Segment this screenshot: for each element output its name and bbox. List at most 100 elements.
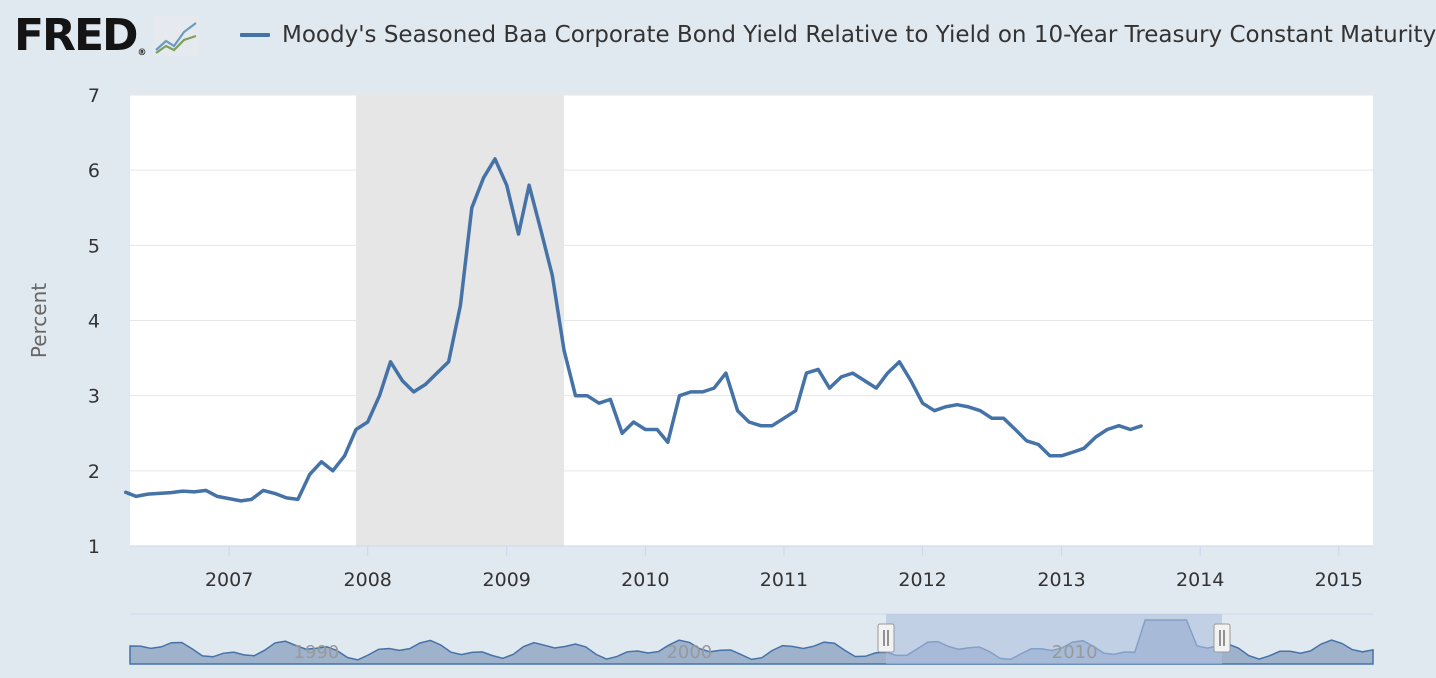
data-point [273, 492, 276, 495]
data-point [378, 394, 381, 397]
data-point [320, 460, 323, 463]
data-point [909, 379, 912, 382]
data-point [1141, 424, 1143, 427]
data-point [632, 421, 635, 423]
data-point [355, 428, 357, 431]
data-point [459, 304, 462, 307]
data-point [748, 421, 750, 423]
data-point [331, 469, 334, 472]
data-point [123, 491, 126, 493]
x-tick-label: 2011 [760, 569, 808, 591]
data-point [1083, 447, 1085, 450]
data-point [551, 274, 554, 277]
data-point [494, 158, 496, 160]
data-point [713, 387, 715, 389]
data-point [1060, 454, 1063, 457]
y-tick-label: 7 [88, 85, 100, 107]
data-point [840, 376, 843, 378]
data-point [979, 409, 982, 412]
data-point [875, 387, 878, 389]
data-point [181, 490, 184, 492]
x-tick-label: 2008 [344, 569, 392, 591]
legend[interactable]: Moody's Seasoned Baa Corporate Bond Yiel… [240, 22, 1436, 48]
data-point [621, 432, 624, 435]
data-point [933, 409, 936, 412]
data-point [898, 360, 901, 363]
data-point [563, 349, 565, 352]
legend-series-label: Moody's Seasoned Baa Corporate Bond Yiel… [282, 22, 1436, 48]
data-point [424, 383, 427, 386]
data-point [193, 491, 196, 493]
fred-line-graph-icon [152, 16, 199, 56]
data-point [158, 492, 161, 495]
data-point [285, 497, 288, 499]
y-tick-label: 2 [88, 461, 100, 483]
legend-swatch [240, 33, 270, 37]
x-tick-label: 2013 [1037, 569, 1085, 591]
x-tick-label: 2009 [483, 569, 531, 591]
data-point [436, 372, 438, 374]
data-point [517, 233, 520, 236]
data-point [771, 424, 774, 427]
data-point [644, 428, 647, 431]
x-tick-label: 2015 [1315, 569, 1363, 591]
data-point [701, 391, 704, 393]
data-point [678, 394, 681, 397]
data-point [1002, 417, 1005, 420]
data-point [794, 409, 797, 412]
data-point [540, 229, 542, 232]
x-tick-label: 2007 [205, 569, 253, 591]
data-point [921, 402, 924, 405]
navigator-handle[interactable] [1213, 623, 1231, 653]
data-point [586, 394, 589, 397]
data-point [1106, 428, 1109, 431]
data-point [886, 372, 889, 374]
navigator-label: 1990 [294, 642, 340, 663]
data-point [609, 398, 612, 401]
data-point [944, 406, 947, 408]
header: FRED® [14, 10, 199, 62]
data-point [956, 403, 958, 406]
data-point [366, 421, 369, 423]
data-point [851, 372, 854, 374]
fred-logo[interactable]: FRED® [14, 10, 147, 61]
data-point [783, 417, 785, 420]
data-point [1037, 443, 1040, 446]
x-tick-label: 2012 [898, 569, 946, 591]
data-point [828, 387, 831, 389]
navigator-handle[interactable] [877, 623, 895, 653]
data-point [482, 176, 485, 179]
navigator-label: 2000 [666, 642, 712, 663]
data-point [240, 500, 242, 502]
y-tick-label: 1 [88, 536, 100, 558]
data-point [1048, 454, 1051, 457]
data-point [135, 495, 138, 498]
data-point [528, 184, 530, 187]
data-point [343, 454, 346, 457]
data-point [1129, 428, 1132, 431]
data-point [308, 473, 311, 476]
data-point [228, 497, 231, 500]
data-point [401, 379, 404, 382]
data-point [736, 409, 739, 412]
data-point [170, 491, 172, 494]
data-point [990, 417, 993, 420]
data-point [216, 495, 219, 498]
data-point [656, 428, 658, 431]
x-tick-label: 2014 [1176, 569, 1224, 591]
data-point [470, 206, 473, 209]
data-point [725, 372, 727, 374]
data-point [1072, 451, 1075, 453]
data-point [262, 489, 265, 492]
data-point [805, 372, 808, 374]
data-point [666, 441, 669, 444]
navigator-label: 2010 [1052, 642, 1098, 663]
data-point [863, 379, 866, 382]
data-point [574, 394, 577, 397]
data-point [1118, 424, 1120, 427]
data-point [817, 368, 820, 371]
navigator-selected-range [886, 614, 1222, 664]
data-point [447, 360, 450, 363]
